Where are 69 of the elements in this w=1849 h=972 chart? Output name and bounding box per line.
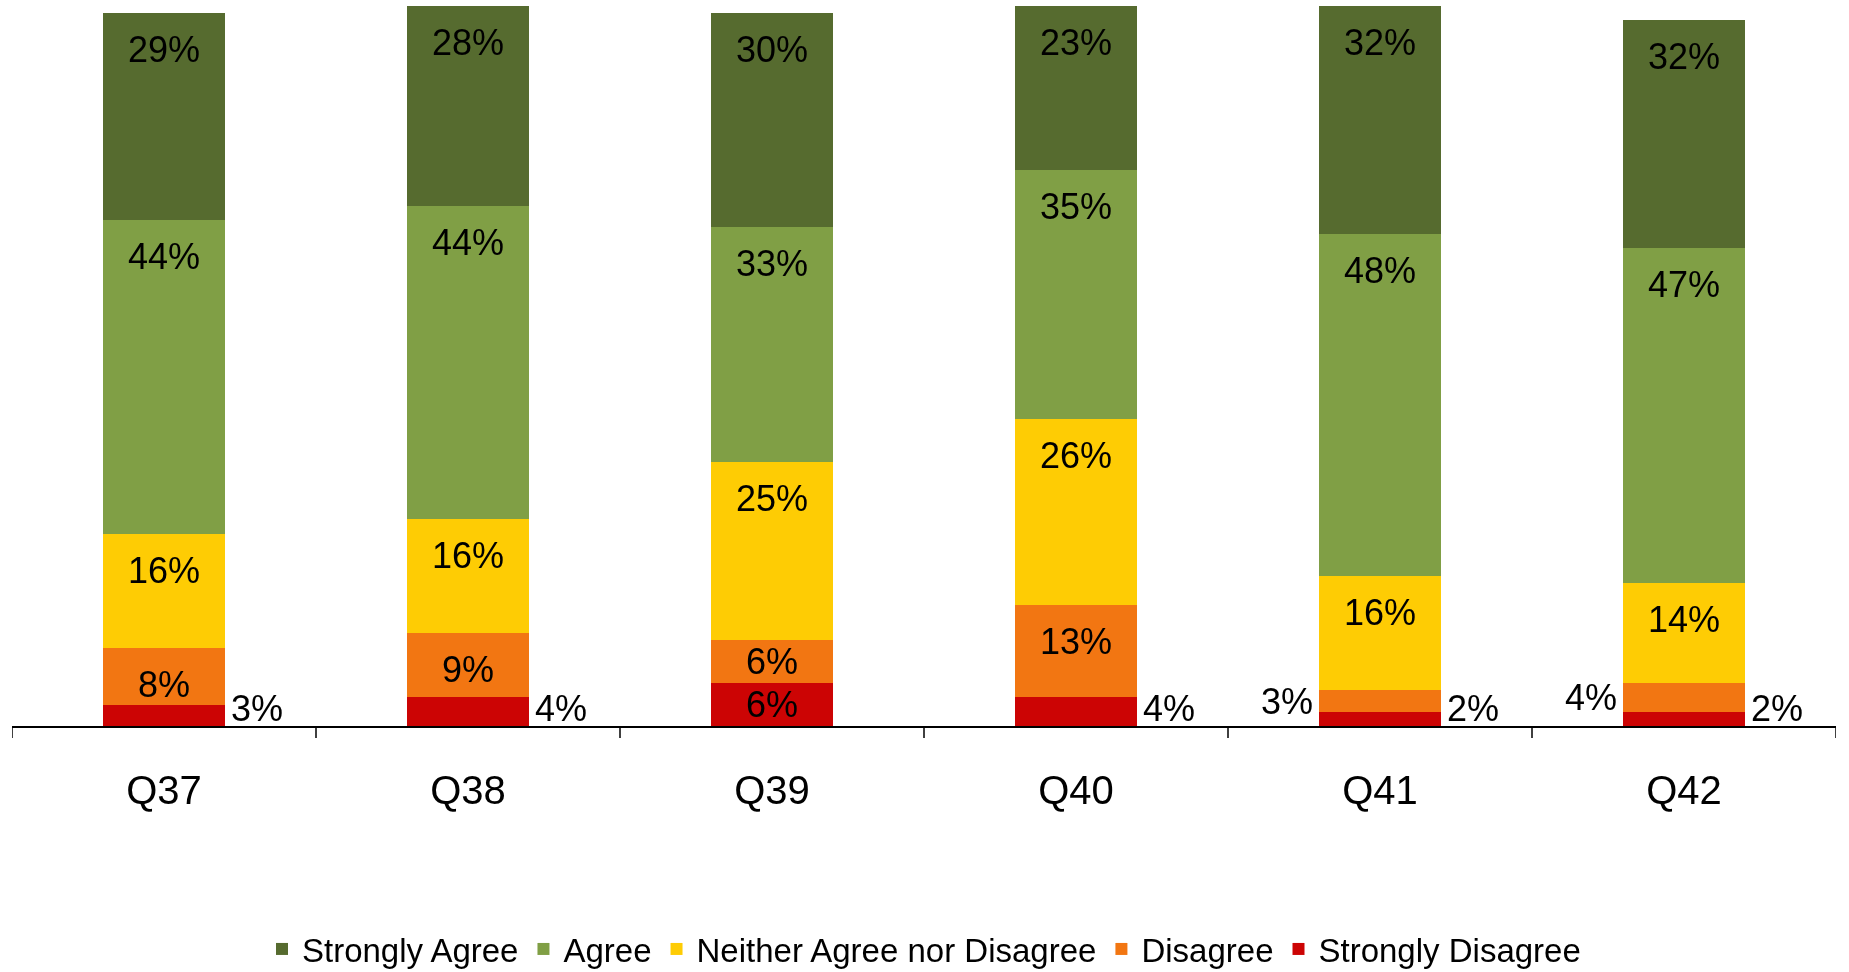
bar: [1623, 248, 1745, 584]
data-label: 28%: [432, 22, 505, 63]
bar: [103, 219, 225, 534]
data-label: 25%: [736, 478, 809, 519]
data-label: 4%: [535, 688, 588, 729]
data-label: 6%: [746, 641, 799, 682]
legend-label: Agree: [563, 931, 652, 969]
bar: [1015, 604, 1137, 698]
bar: [711, 462, 833, 641]
bar: [407, 633, 529, 698]
bar: [103, 13, 225, 220]
data-label: 47%: [1648, 264, 1721, 305]
bar: [1015, 697, 1137, 726]
data-label: 44%: [128, 236, 201, 277]
bar: [1015, 6, 1137, 170]
data-label: 44%: [432, 222, 505, 263]
data-label: 30%: [736, 29, 809, 70]
x-tick-label: Q41: [1342, 767, 1418, 812]
bar: [1623, 683, 1745, 712]
data-label: 2%: [1447, 688, 1500, 729]
bar: [407, 519, 529, 634]
data-label: 32%: [1344, 22, 1417, 63]
bar: [1015, 419, 1137, 605]
data-label: 16%: [1344, 592, 1417, 633]
data-label: 35%: [1040, 186, 1113, 227]
data-label: 9%: [442, 649, 495, 690]
x-tick-label: Q39: [734, 767, 810, 812]
bar: [103, 533, 225, 648]
data-label: 6%: [746, 684, 799, 725]
data-label: 48%: [1344, 250, 1417, 291]
data-label: 16%: [432, 535, 505, 576]
bar: [1319, 576, 1441, 691]
data-label: 4%: [1143, 688, 1196, 729]
bar: [711, 226, 833, 463]
bar: [1623, 20, 1745, 249]
bar: [1623, 583, 1745, 684]
data-label: 3%: [1261, 681, 1314, 722]
data-label: 32%: [1648, 36, 1721, 77]
bar: [1623, 711, 1745, 726]
x-tick-label: Q38: [430, 767, 506, 812]
legend-label: Strongly Agree: [302, 931, 519, 969]
x-tick-label: Q42: [1646, 767, 1722, 812]
bar: [103, 647, 225, 705]
bar: [1015, 169, 1137, 420]
data-label: 3%: [231, 688, 284, 729]
data-label: 14%: [1648, 599, 1721, 640]
data-label: 29%: [128, 29, 201, 70]
x-tick-label: Q40: [1038, 767, 1114, 812]
bar: [1319, 6, 1441, 235]
data-label: 2%: [1751, 688, 1804, 729]
bar: [711, 13, 833, 227]
data-label: 23%: [1040, 22, 1113, 63]
bar: [103, 704, 225, 726]
bar: [407, 697, 529, 726]
legend-label: Strongly Disagree: [1318, 931, 1581, 969]
bar: [1319, 234, 1441, 577]
data-label: 4%: [1565, 677, 1618, 718]
bar: [407, 205, 529, 520]
data-label: 26%: [1040, 435, 1113, 476]
data-label: 33%: [736, 243, 809, 284]
bar: [1319, 711, 1441, 726]
data-label: 8%: [138, 664, 191, 705]
legend-label: Neither Agree nor Disagree: [696, 931, 1097, 969]
x-tick-label: Q37: [126, 767, 202, 812]
bar: [1319, 690, 1441, 712]
legend-label: Disagree: [1141, 931, 1274, 969]
data-label: 16%: [128, 550, 201, 591]
bar: [407, 6, 529, 206]
data-label: 13%: [1040, 621, 1113, 662]
